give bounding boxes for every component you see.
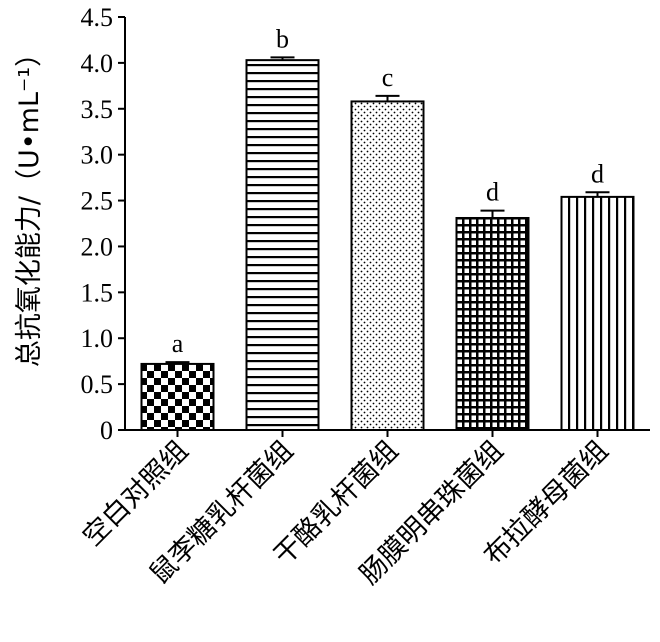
significance-label: a (172, 329, 184, 358)
y-axis-label-group: 总抗氧化能力/（U•mL⁻¹） (14, 40, 45, 367)
y-tick-label: 2.5 (81, 187, 114, 216)
y-tick-label: 3.5 (81, 95, 114, 124)
y-tick-label: 0 (100, 416, 113, 445)
y-axis-label: 总抗氧化能力/（U•mL⁻¹） (14, 40, 45, 367)
significance-label: b (276, 24, 289, 53)
y-tick-label: 4.5 (81, 3, 114, 32)
y-tick-label: 0.5 (81, 370, 114, 399)
y-tick-label: 3.0 (81, 141, 114, 170)
significance-label: c (382, 63, 394, 92)
y-tick-label: 4.0 (81, 49, 114, 78)
bar (560, 195, 635, 431)
bar (455, 216, 530, 431)
bars (140, 56, 635, 432)
significance-label: d (591, 159, 604, 188)
bar (350, 100, 425, 432)
y-tick-label: 1.5 (81, 278, 114, 307)
bar (140, 362, 215, 432)
y-tick-label: 1.0 (81, 324, 114, 353)
significance-label: d (486, 178, 499, 207)
y-tick-label: 2.0 (81, 232, 114, 261)
bar (245, 59, 320, 431)
axes: 0 0.5 1.0 1.5 2.0 2.5 3.0 3.5 4.0 4.5 (81, 3, 650, 445)
